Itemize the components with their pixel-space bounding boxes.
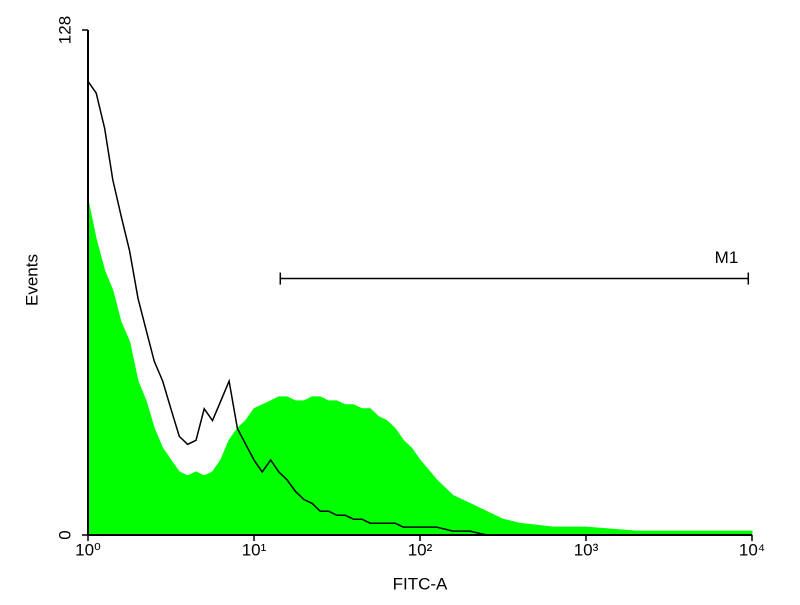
x-tick-label: 10⁰ bbox=[75, 540, 101, 559]
x-tick-label: 10² bbox=[408, 540, 433, 559]
histogram-line bbox=[87, 80, 752, 536]
gate-label: M1 bbox=[715, 248, 739, 267]
x-tick-label: 10³ bbox=[574, 540, 599, 559]
y-tick-label: 128 bbox=[55, 16, 74, 44]
histogram-area bbox=[87, 199, 753, 536]
x-tick-label: 10⁴ bbox=[739, 540, 765, 559]
y-tick-label: 0 bbox=[55, 530, 74, 539]
x-axis-label: FITC-A bbox=[393, 574, 448, 593]
y-axis-label: Events bbox=[22, 254, 41, 306]
x-tick-label: 10¹ bbox=[242, 540, 267, 559]
